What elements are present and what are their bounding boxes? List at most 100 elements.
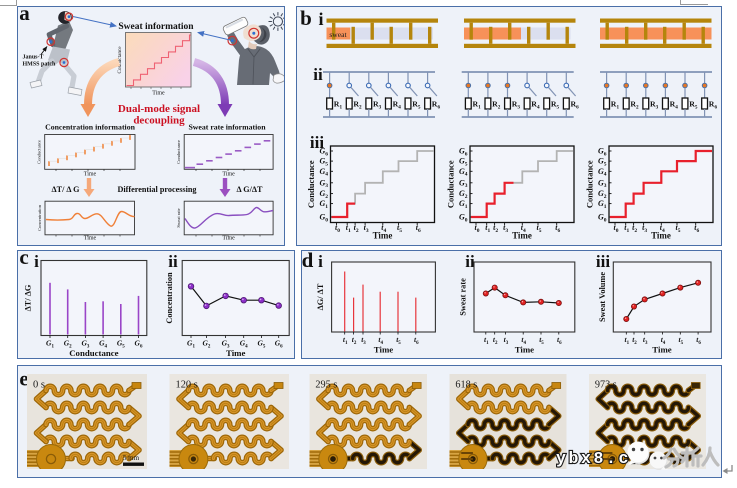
- svg-text:ΔT/ ΔG: ΔT/ ΔG: [24, 284, 33, 311]
- svg-text:G4: G4: [598, 167, 607, 178]
- svg-text:R5: R5: [551, 100, 560, 111]
- svg-text:t3: t3: [504, 223, 509, 234]
- svg-text:G2: G2: [203, 339, 211, 350]
- svg-text:Differential processing: Differential processing: [118, 185, 198, 194]
- svg-text:G1: G1: [598, 200, 607, 211]
- svg-text:t1: t1: [484, 335, 489, 346]
- svg-text:R4: R4: [670, 100, 679, 111]
- svg-text:Sweat information: Sweat information: [119, 22, 195, 32]
- svg-text:t2: t2: [354, 223, 359, 234]
- svg-text:Time: Time: [84, 236, 97, 242]
- svg-text:G1: G1: [320, 200, 329, 211]
- svg-text:sweat: sweat: [330, 30, 348, 39]
- svg-text:e: e: [20, 367, 29, 391]
- svg-text:ii: ii: [169, 252, 179, 271]
- svg-text:t1: t1: [346, 223, 351, 234]
- svg-text:HMSS patch: HMSS patch: [23, 62, 57, 68]
- svg-text:G6: G6: [320, 147, 329, 158]
- svg-text:R5: R5: [690, 100, 699, 111]
- svg-text:d: d: [302, 249, 314, 272]
- svg-text:Sweat rate: Sweat rate: [177, 209, 182, 228]
- svg-text:G3: G3: [598, 179, 607, 190]
- svg-text:decoupling: decoupling: [134, 115, 186, 127]
- svg-text:G5: G5: [598, 157, 607, 168]
- svg-text:b: b: [301, 6, 313, 30]
- svg-text:Conductance: Conductance: [177, 140, 182, 164]
- svg-text:R4: R4: [393, 100, 402, 111]
- svg-text:t6: t6: [416, 223, 421, 234]
- svg-text:R1: R1: [473, 100, 482, 111]
- svg-text:R4: R4: [532, 100, 541, 111]
- svg-text:Concentration information: Concentration information: [45, 123, 136, 132]
- svg-text:G1: G1: [46, 339, 54, 350]
- svg-text:618 s: 618 s: [456, 380, 478, 391]
- svg-text:G0: G0: [459, 213, 468, 224]
- svg-text:t5: t5: [537, 223, 542, 234]
- svg-text:0 s: 0 s: [33, 380, 45, 391]
- svg-text:G5: G5: [320, 157, 329, 168]
- svg-text:a: a: [20, 5, 31, 25]
- svg-text:t0: t0: [335, 223, 340, 234]
- svg-text:G4: G4: [240, 339, 248, 350]
- svg-text:Concentration: Concentration: [37, 205, 42, 232]
- svg-text:Conductance: Conductance: [70, 348, 119, 358]
- svg-text:t2: t2: [352, 335, 357, 346]
- svg-text:R2: R2: [354, 100, 363, 111]
- svg-text:120 s: 120 s: [176, 380, 198, 391]
- svg-text:Time: Time: [373, 231, 393, 241]
- svg-text:G6: G6: [598, 147, 607, 158]
- svg-text:c: c: [20, 249, 29, 269]
- svg-text:Conductance: Conductance: [585, 161, 595, 209]
- svg-text:t1: t1: [625, 335, 630, 346]
- svg-text:G4: G4: [459, 167, 468, 178]
- svg-text:G1: G1: [187, 339, 195, 350]
- svg-text:R6: R6: [571, 100, 580, 111]
- svg-text:G5: G5: [459, 157, 468, 168]
- svg-text:t5: t5: [676, 223, 681, 234]
- svg-text:t4: t4: [521, 223, 526, 234]
- svg-text:Conductance: Conductance: [446, 161, 456, 209]
- svg-text:R5: R5: [413, 100, 422, 111]
- svg-text:t2: t2: [633, 223, 638, 234]
- svg-text:ΔG/ ΔT: ΔG/ ΔT: [316, 284, 325, 311]
- svg-text:G5: G5: [117, 339, 125, 350]
- svg-text:R6: R6: [432, 100, 441, 111]
- svg-text:G4: G4: [320, 167, 329, 178]
- svg-text:t3: t3: [643, 335, 648, 346]
- svg-text:t6: t6: [697, 335, 702, 346]
- svg-text:Sweat rate information: Sweat rate information: [189, 123, 267, 132]
- svg-text:t5: t5: [540, 335, 545, 346]
- svg-text:G3: G3: [82, 339, 90, 350]
- svg-text:G3: G3: [222, 339, 230, 350]
- svg-text:G2: G2: [64, 339, 72, 350]
- svg-text:ybx8.cn: ybx8.cn: [556, 449, 644, 468]
- svg-text:G4: G4: [100, 339, 108, 350]
- svg-text:t0: t0: [475, 223, 480, 234]
- svg-text:t6: t6: [557, 335, 562, 346]
- svg-text:973 s: 973 s: [595, 380, 617, 391]
- svg-text:t2: t2: [493, 335, 498, 346]
- svg-text:t3: t3: [362, 335, 367, 346]
- svg-text:Time: Time: [512, 231, 532, 241]
- svg-text:R6: R6: [709, 100, 718, 111]
- svg-text:G6: G6: [135, 339, 143, 350]
- svg-text:t6: t6: [414, 335, 419, 346]
- svg-text:G3: G3: [459, 179, 468, 190]
- svg-text:G6: G6: [459, 147, 468, 158]
- svg-text:G0: G0: [598, 213, 607, 224]
- svg-text:t5: t5: [397, 223, 402, 234]
- svg-text:Time: Time: [653, 345, 672, 355]
- svg-text:t5: t5: [679, 335, 684, 346]
- svg-text:Dual-mode signal: Dual-mode signal: [118, 103, 200, 115]
- svg-text:t3: t3: [504, 335, 509, 346]
- svg-text:t1: t1: [343, 335, 348, 346]
- svg-text:iii: iii: [596, 252, 610, 271]
- svg-text:295 s: 295 s: [316, 380, 338, 391]
- svg-text:G2: G2: [459, 190, 468, 201]
- svg-text:Time: Time: [84, 172, 97, 178]
- svg-text:G2: G2: [320, 190, 329, 201]
- svg-text:ii: ii: [466, 252, 476, 271]
- svg-text:G6: G6: [275, 339, 283, 350]
- svg-text:t3: t3: [643, 223, 648, 234]
- svg-text:R2: R2: [493, 100, 502, 111]
